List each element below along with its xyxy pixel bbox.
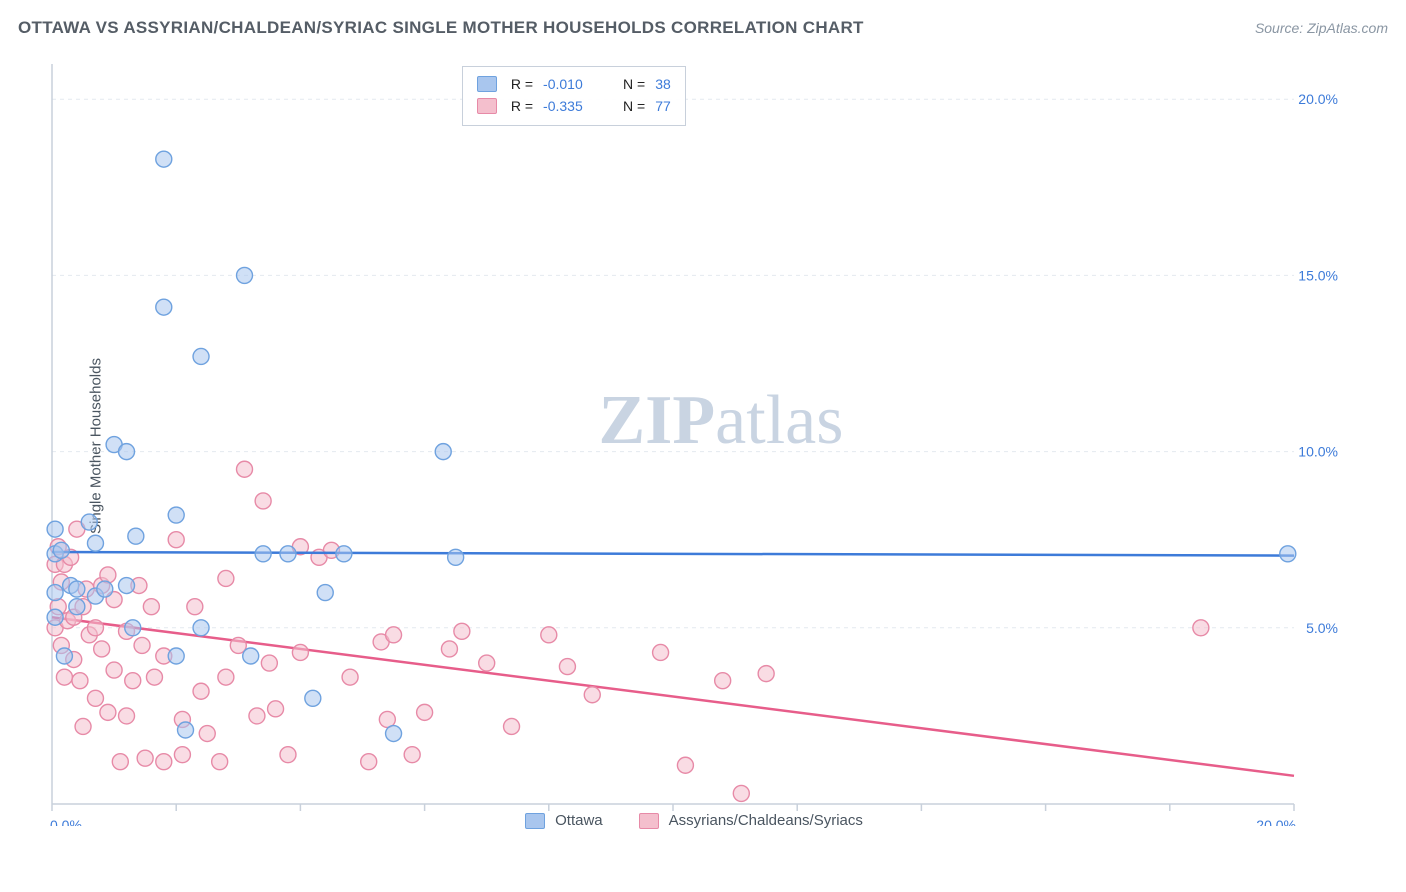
- source-attribution: Source: ZipAtlas.com: [1255, 20, 1388, 36]
- scatter-chart-svg: 5.0%10.0%15.0%20.0%0.0%20.0%: [46, 58, 1342, 826]
- legend-label-ottawa: Ottawa: [555, 812, 603, 829]
- legend-label-assyrians: Assyrians/Chaldeans/Syriacs: [669, 812, 863, 829]
- series-legend: Ottawa Assyrians/Chaldeans/Syriacs: [46, 812, 1342, 829]
- svg-text:15.0%: 15.0%: [1298, 267, 1338, 283]
- swatch-ottawa: [525, 813, 545, 829]
- legend-item-ottawa: Ottawa: [525, 812, 603, 829]
- svg-text:20.0%: 20.0%: [1298, 91, 1338, 107]
- plot-area: 5.0%10.0%15.0%20.0%0.0%20.0% ZIPatlas R …: [46, 58, 1342, 826]
- svg-text:10.0%: 10.0%: [1298, 444, 1338, 460]
- swatch-assyrians: [639, 813, 659, 829]
- chart-title: OTTAWA VS ASSYRIAN/CHALDEAN/SYRIAC SINGL…: [18, 18, 864, 38]
- source-name: ZipAtlas.com: [1307, 20, 1388, 36]
- svg-text:5.0%: 5.0%: [1306, 620, 1338, 636]
- legend-item-assyrians: Assyrians/Chaldeans/Syriacs: [639, 812, 863, 829]
- source-prefix: Source:: [1255, 20, 1307, 36]
